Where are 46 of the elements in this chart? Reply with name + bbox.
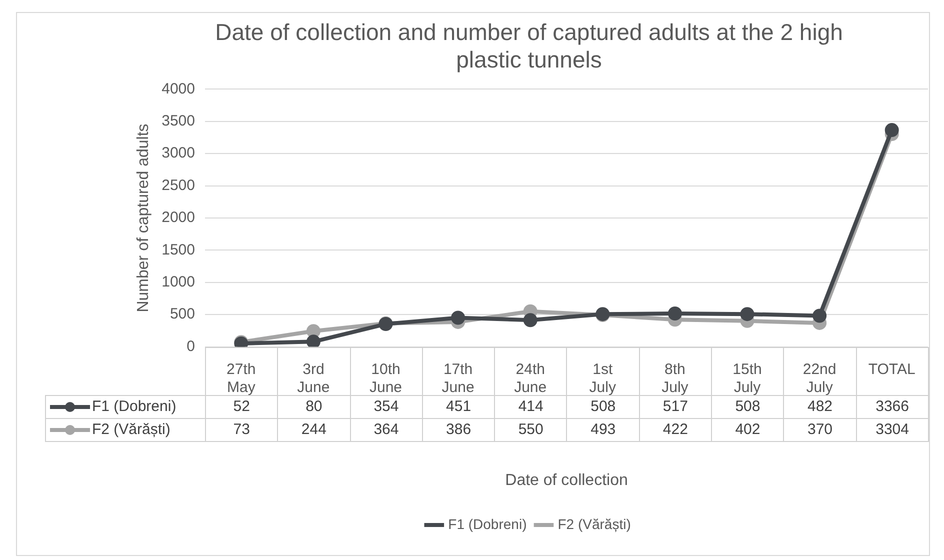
y-tick-label: 500: [170, 306, 195, 323]
x-tick-label: 1st July: [589, 360, 616, 396]
chart-title: Date of collection and number of captured adults at the 2 high plastic tunnels: [215, 19, 843, 73]
text: F2 (Vărăști): [558, 516, 631, 532]
y-tick-label: 3000: [162, 144, 195, 162]
x-tick-label: 27th May: [226, 360, 256, 396]
data-label: 422: [639, 418, 712, 442]
y-tick-label: 1500: [162, 241, 195, 258]
data-label: 354: [350, 395, 422, 418]
x-tick-label: 17th June: [442, 360, 474, 396]
x-tick-label: TOTAL: [868, 360, 916, 378]
data-label: 3366: [856, 395, 928, 418]
x-tick-label: 8th July: [662, 360, 689, 396]
data-label: 244: [278, 418, 350, 442]
data-label: 370: [784, 418, 856, 442]
y-axis-title: Number of captured adults: [135, 124, 152, 312]
data-label: 364: [350, 418, 422, 442]
x-tick-label: 24th June: [514, 360, 547, 396]
data-label: 402: [712, 418, 784, 442]
y-tick-label: 0: [186, 338, 195, 355]
text: F1 (Dobreni): [448, 516, 527, 532]
y-tick-label: 4000: [162, 80, 195, 98]
legend-label: F2 (Vărăști): [46, 418, 206, 442]
data-label: 386: [422, 418, 495, 442]
y-tick-label: 2000: [162, 209, 195, 226]
y-tick-label: 2500: [162, 176, 195, 194]
data-label: 451: [422, 395, 495, 418]
y-tick-label: 3500: [162, 112, 195, 130]
x-tick-label: 10th June: [369, 360, 402, 396]
x-axis-title: Date of collection: [505, 472, 628, 489]
x-tick-label: 22nd July: [802, 360, 836, 396]
data-label: 508: [566, 395, 640, 418]
data-label: 508: [712, 395, 784, 418]
data-label: 414: [494, 395, 567, 418]
x-tick-label: 15th July: [732, 360, 762, 396]
legend-label: F1 (Dobreni): [46, 395, 206, 418]
data-label: 493: [566, 418, 640, 442]
data-label: 73: [206, 418, 278, 442]
data-label: 80: [278, 395, 350, 418]
data-label: 3304: [856, 418, 928, 442]
data-label: 517: [639, 395, 712, 418]
data-label: 52: [206, 395, 278, 418]
x-tick-label: 3rd June: [297, 360, 330, 396]
y-tick-label: 1000: [162, 274, 195, 291]
data-label: 550: [494, 418, 567, 442]
data-label: 482: [784, 395, 856, 418]
